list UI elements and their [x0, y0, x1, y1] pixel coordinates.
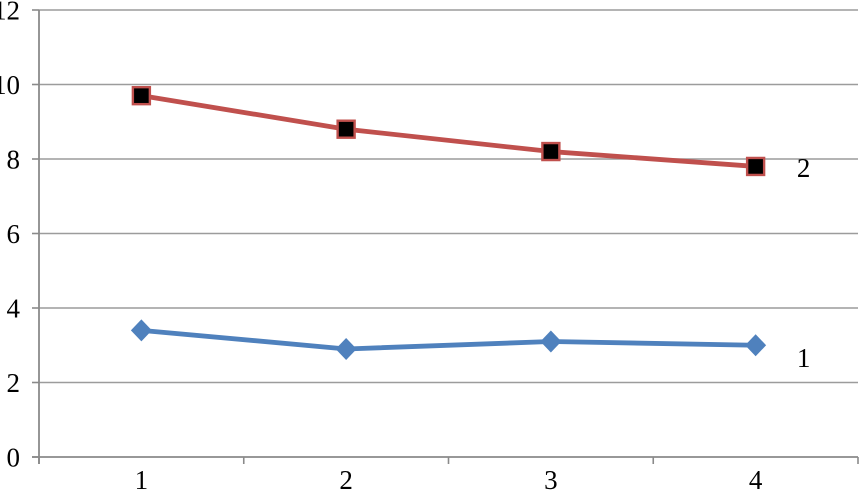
series-2-marker	[131, 85, 152, 106]
x-tick-label: 4	[749, 465, 763, 493]
series-1-marker	[540, 330, 562, 353]
y-tick-label: 8	[7, 145, 21, 175]
y-tick-label: 12	[0, 0, 20, 26]
y-tick-label: 10	[0, 70, 20, 100]
series-1-marker	[130, 319, 152, 342]
series-1-marker	[335, 337, 357, 360]
series-2-marker	[336, 119, 356, 139]
series-2-marker	[541, 141, 561, 162]
series-2-line	[138, 93, 759, 169]
x-tick-label: 1	[135, 465, 149, 493]
series-1-marker	[745, 334, 767, 357]
y-tick-label: 0	[7, 443, 21, 473]
y-tick-label: 2	[7, 368, 21, 398]
series-1-label: 1	[797, 343, 811, 373]
series-1-line	[138, 327, 759, 352]
y-tick-label: 4	[7, 294, 21, 324]
series-2-label: 2	[797, 153, 811, 183]
series-2-marker	[745, 156, 766, 177]
x-tick-label: 3	[544, 465, 558, 493]
y-tick-label: 6	[7, 219, 21, 249]
x-tick-label: 2	[339, 465, 353, 493]
